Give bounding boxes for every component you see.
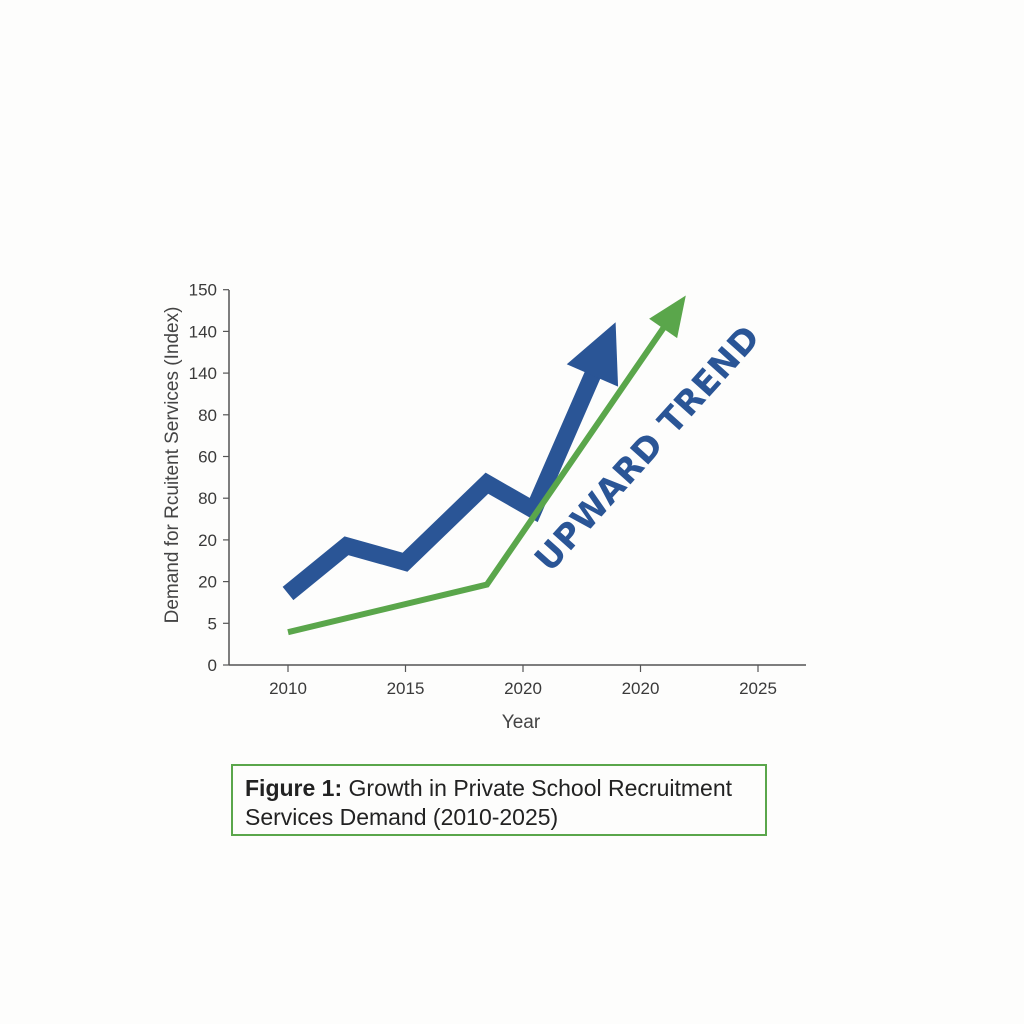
figure-caption: Figure 1: Growth in Private School Recru… xyxy=(231,764,767,836)
series-line-2 xyxy=(287,323,668,636)
y-tick-label: 20 xyxy=(198,531,217,550)
figure-caption-label: Figure 1: xyxy=(245,775,343,801)
y-axis-title: Demand for Rcuitent Services (Index) xyxy=(162,307,183,624)
x-axis-ticks: 2010 2015 2020 2020 2025 xyxy=(269,665,777,698)
y-tick-label: 0 xyxy=(208,656,217,675)
x-tick-label: 2010 xyxy=(269,679,307,698)
series-arrowhead-2 xyxy=(649,295,686,339)
x-tick-label: 2020 xyxy=(504,679,542,698)
x-tick-label: 2020 xyxy=(622,679,660,698)
y-tick-label: 20 xyxy=(198,573,217,592)
series-line-1 xyxy=(282,368,602,601)
chart-axes xyxy=(228,290,806,666)
y-tick-label: 80 xyxy=(198,406,217,425)
x-tick-label: 2025 xyxy=(739,679,777,698)
y-tick-label: 140 xyxy=(189,364,217,383)
y-tick-label: 150 xyxy=(189,281,217,300)
y-tick-label: 140 xyxy=(189,322,217,341)
chart-series xyxy=(282,295,686,636)
x-tick-label: 2015 xyxy=(387,679,425,698)
y-tick-label: 80 xyxy=(198,489,217,508)
figure-caption-text: Growth in Private School Recruitment Ser… xyxy=(245,775,733,830)
y-tick-label: 5 xyxy=(208,614,217,633)
series-arrowhead-1 xyxy=(566,322,619,387)
x-axis-title: Year xyxy=(502,712,541,733)
y-axis-ticks: 0 5 20 20 80 60 80 140 140 150 xyxy=(189,281,229,675)
y-tick-label: 60 xyxy=(198,448,217,467)
